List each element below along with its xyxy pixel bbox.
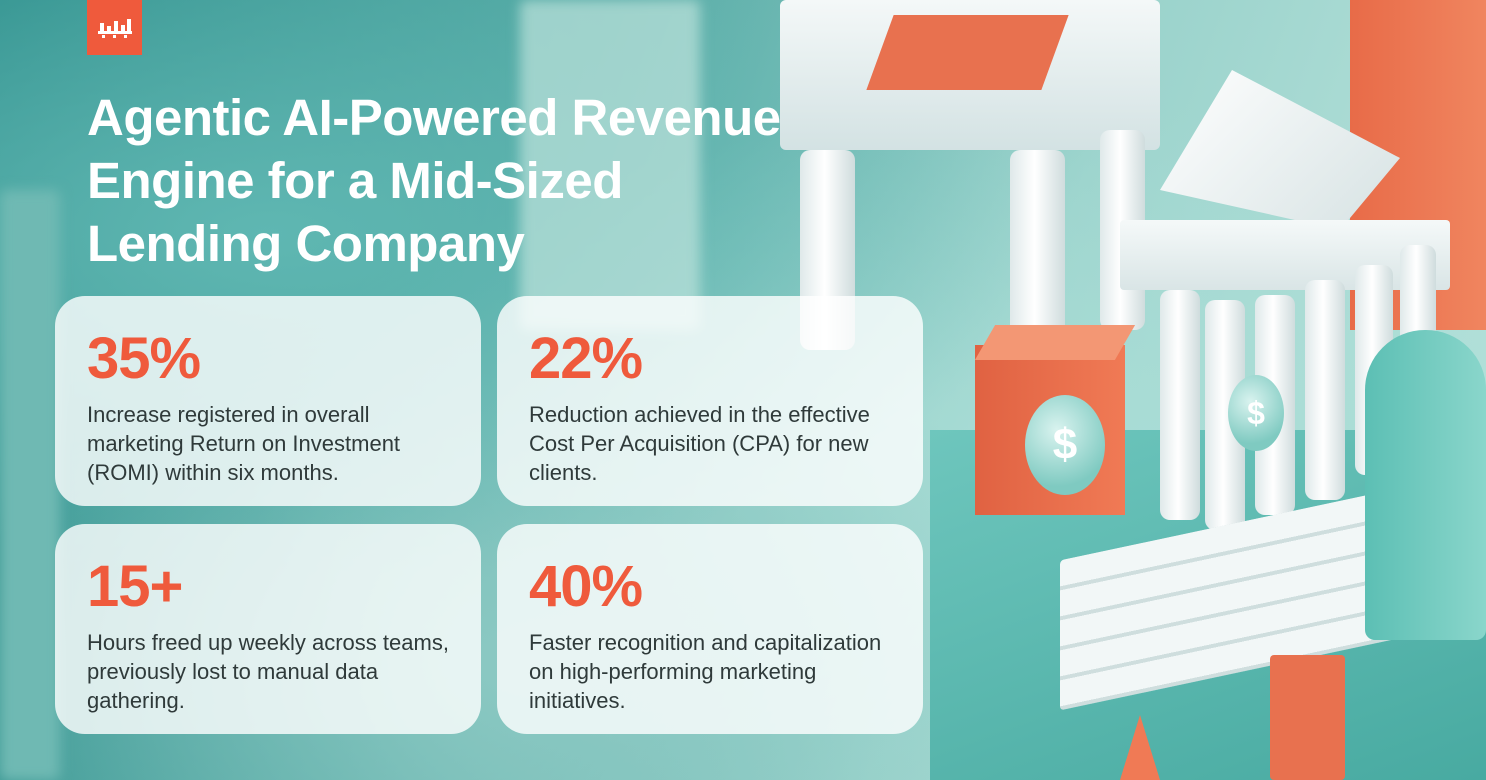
page-title: Agentic AI-Powered Revenue Engine for a …: [87, 86, 947, 275]
title-line-3: Lending Company: [87, 215, 525, 272]
coin-symbol: $: [1247, 395, 1265, 431]
orange-accent-block: [1270, 655, 1345, 780]
bank-column-1: [1160, 290, 1200, 520]
stat-value: 40%: [529, 554, 643, 619]
stat-card-hours: 15+ Hours freed up weekly across teams, …: [55, 524, 481, 734]
dollar-coin-icon: $: [1025, 395, 1105, 495]
title-line-2: Engine for a Mid-Sized: [87, 152, 623, 209]
blurred-building-mid: [520, 0, 700, 330]
frame-structure-opening: [866, 15, 1069, 90]
logo-icon: [97, 18, 132, 38]
stat-description: Increase registered in overall marketing…: [87, 402, 401, 485]
stat-description: Faster recognition and capitalization on…: [529, 630, 882, 713]
coin-symbol: $: [1052, 420, 1078, 469]
stat-value: 22%: [529, 326, 643, 391]
stat-value: 35%: [87, 326, 201, 391]
bank-entablature: [1120, 220, 1450, 290]
stat-card-cpa: 22% Reduction achieved in the effective …: [497, 296, 923, 506]
stat-description: Hours freed up weekly across teams, prev…: [87, 630, 449, 713]
title-line-1: Agentic AI-Powered Revenue: [87, 89, 781, 146]
dollar-coin-icon: $: [1228, 375, 1284, 451]
stat-description: Reduction achieved in the effective Cost…: [529, 402, 870, 485]
stat-value: 15+: [87, 554, 183, 619]
orange-cube-top: [974, 325, 1136, 360]
brand-logo[interactable]: [87, 0, 142, 55]
blurred-building-left: [0, 190, 60, 780]
stat-card-romi: 35% Increase registered in overall marke…: [55, 296, 481, 506]
bank-column-4: [1305, 280, 1345, 500]
stat-card-recognition: 40% Faster recognition and capitalizatio…: [497, 524, 923, 734]
teal-figure: [1365, 330, 1486, 640]
